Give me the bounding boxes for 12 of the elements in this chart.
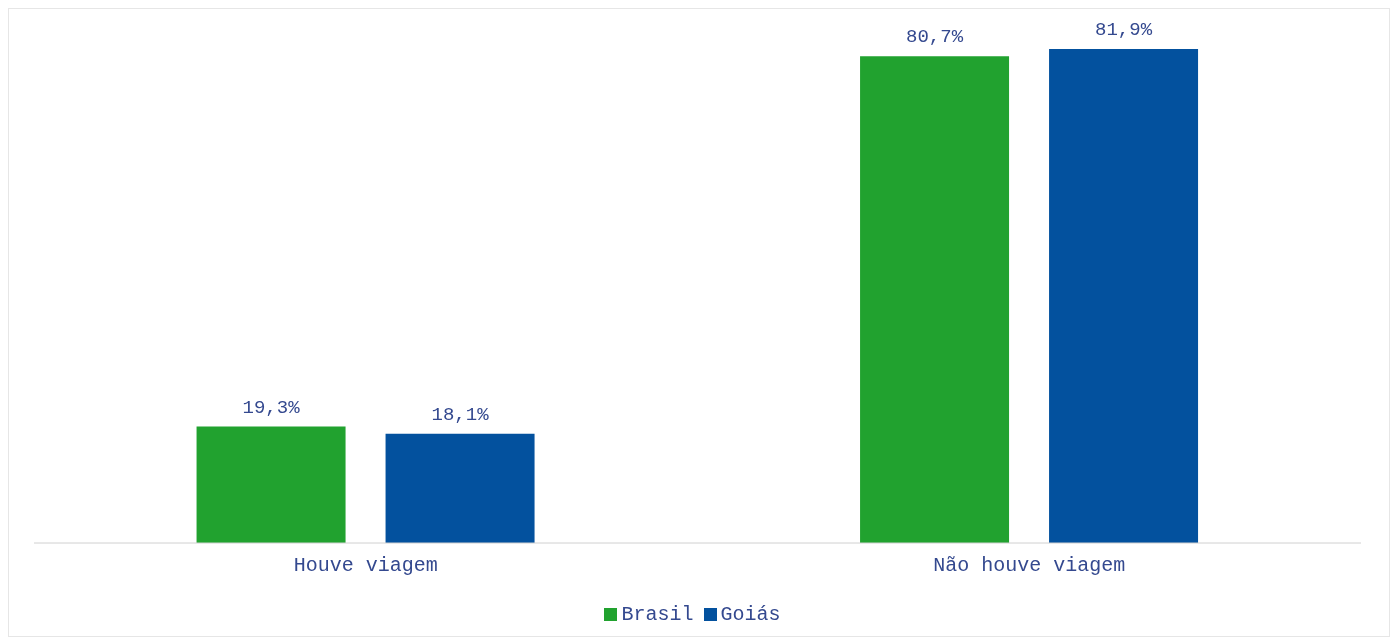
bar	[1049, 49, 1199, 543]
data-label: 81,9%	[1095, 19, 1153, 41]
data-label: 19,3%	[242, 396, 301, 419]
x-tick-label: Não houve viagem	[933, 554, 1126, 578]
bar	[196, 426, 346, 543]
legend-label: Goiás	[720, 603, 781, 626]
x-tick-label: Houve viagem	[293, 554, 438, 578]
bar	[860, 56, 1010, 543]
bar	[385, 433, 535, 543]
data-label: 18,1%	[431, 403, 490, 426]
legend-label: Brasil	[621, 603, 694, 626]
data-label: 80,7%	[906, 26, 964, 49]
